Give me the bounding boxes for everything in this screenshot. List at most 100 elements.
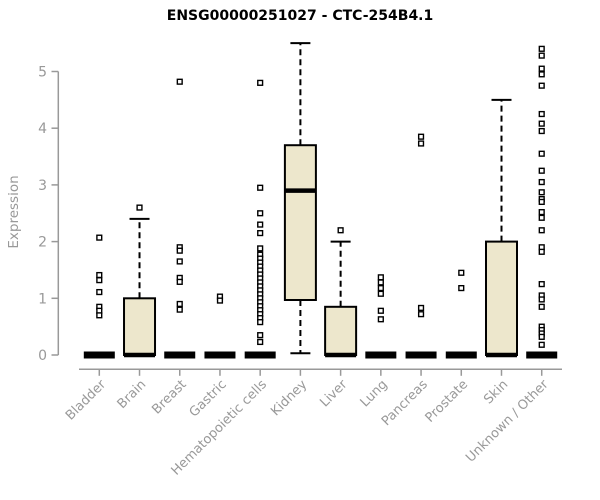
collapsed-box [164, 351, 196, 359]
outlier-point [538, 296, 545, 303]
outlier-point [377, 279, 384, 286]
outlier-point [538, 341, 545, 348]
x-tick-label-lung: Lung [358, 377, 391, 410]
outlier-point [538, 281, 545, 288]
box-brain [123, 204, 157, 358]
collapsed-box [445, 351, 477, 359]
collapsed-box [526, 351, 558, 359]
outlier-point [458, 284, 465, 292]
outlier-point [538, 303, 545, 310]
outlier-point [538, 45, 545, 52]
outlier-point [176, 306, 183, 313]
iqr-box [324, 305, 358, 356]
outlier-point [538, 127, 545, 135]
x-tick-label-prostate: Prostate [423, 377, 471, 425]
iqr-box [485, 240, 518, 357]
iqr-box [123, 297, 157, 356]
outlier-point [136, 204, 143, 211]
outlier-point [176, 247, 183, 254]
y-axis: 0 1 2 3 4 5 [38, 65, 60, 364]
outlier-point [538, 333, 545, 340]
outlier-point [257, 338, 264, 346]
outlier-point [538, 178, 545, 186]
outlier-point [257, 79, 264, 86]
collapsed-box [83, 351, 115, 359]
outlier-point [377, 316, 384, 323]
outlier-point [337, 227, 344, 234]
outlier-point [538, 248, 545, 255]
collapsed-box [405, 351, 437, 359]
outlier-point [417, 304, 425, 312]
box-pancreas [405, 133, 437, 359]
outlier-point [257, 245, 264, 252]
outlier-point [176, 300, 183, 308]
outlier-point [538, 150, 545, 157]
outlier-point [96, 288, 103, 296]
x-tick-label-bladder: Bladder [63, 377, 110, 424]
outlier-point [96, 234, 103, 241]
chart-title: ENSG00000251027 - CTC-254B4.1 [166, 8, 434, 24]
x-tick-label-kidney: Kidney [268, 377, 310, 419]
outlier-point [538, 198, 545, 206]
outlier-point [538, 52, 545, 59]
outlier-point [538, 71, 545, 78]
outlier-point [257, 210, 264, 217]
outlier-point [377, 284, 384, 292]
box-breast [164, 78, 196, 359]
outlier-point [257, 319, 264, 326]
outlier-point [176, 78, 183, 85]
outlier-point [538, 167, 545, 174]
outlier-point [377, 274, 384, 281]
y-tick-label: 1 [38, 291, 47, 307]
outlier-point [96, 271, 103, 279]
outlier-point [538, 209, 545, 216]
collapsed-box [204, 351, 236, 359]
outlier-point [96, 312, 103, 319]
box-prostate [445, 269, 477, 359]
box-gastric [204, 293, 236, 359]
box-hematopoietic-cells [244, 79, 276, 359]
outlier-point [176, 278, 183, 285]
x-tick-label-skin: Skin [481, 377, 511, 407]
outlier-point [538, 214, 545, 221]
outlier-point [257, 184, 264, 191]
y-tick-label: 3 [38, 178, 47, 194]
x-tick-label-brain: Brain [115, 377, 150, 412]
outlier-point [257, 229, 264, 237]
outlier-point [417, 133, 425, 140]
collapsed-box [244, 351, 276, 359]
y-tick-label: 2 [38, 235, 47, 251]
box-bladder [83, 234, 115, 359]
outlier-point [257, 221, 264, 228]
outlier-point [538, 110, 545, 118]
y-tick-label: 0 [38, 348, 47, 364]
outlier-point [538, 65, 545, 72]
box-kidney [283, 42, 317, 355]
outlier-point [417, 140, 425, 147]
outlier-point [377, 307, 384, 314]
outlier-point [377, 290, 384, 297]
box-unknown-other [526, 45, 558, 359]
outlier-point [538, 189, 545, 196]
collapsed-box [365, 351, 397, 359]
outlier-point [96, 277, 103, 284]
outlier-point [417, 311, 425, 318]
y-axis-title: Expression [6, 175, 22, 249]
y-tick-label: 5 [38, 65, 47, 81]
outlier-point [538, 82, 545, 89]
box-lung [365, 274, 397, 359]
x-tick-label-breast: Breast [149, 377, 189, 417]
outlier-point [176, 258, 183, 265]
outlier-point [257, 332, 264, 339]
outlier-point [216, 297, 224, 304]
iqr-box [283, 144, 317, 302]
box-skin [485, 98, 518, 358]
outlier-point [538, 227, 545, 234]
outlier-point [458, 269, 465, 276]
box-liver [324, 227, 358, 358]
y-tick-label: 4 [38, 121, 47, 137]
outlier-point [538, 120, 545, 127]
